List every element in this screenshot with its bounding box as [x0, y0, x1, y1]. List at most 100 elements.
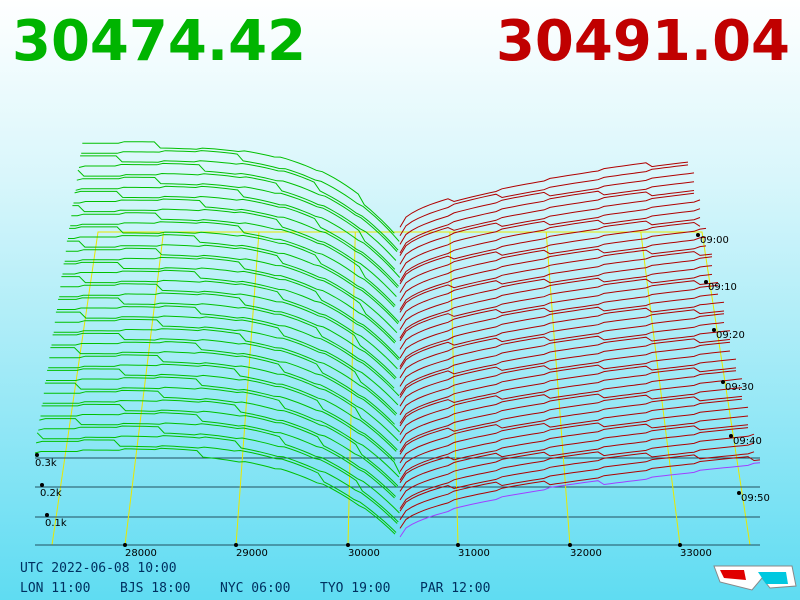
zone-clock: PAR 12:00 [420, 581, 490, 596]
time-label: 09:20 [716, 330, 745, 341]
ask-depth-layer [399, 456, 761, 529]
ask-depth-layer [399, 301, 725, 370]
ask-depth-layer [399, 322, 725, 396]
zone-clock: NYC 06:00 [220, 581, 290, 596]
ask-depth-layer [399, 451, 755, 521]
depth-label: 0.3k [35, 458, 57, 469]
bid-depth-layer [38, 425, 399, 523]
ask-depth-layer [399, 227, 707, 302]
bid-depth-layer [44, 382, 400, 478]
bid-depth-layer [58, 297, 395, 389]
tick-dot [40, 483, 44, 487]
bid-depth-layer [69, 226, 400, 323]
ask-depth-layer [399, 199, 701, 274]
ask-depth-layer [399, 217, 701, 285]
tick-dot [712, 328, 716, 332]
ask-depth-layer [399, 293, 719, 367]
tick-dot [704, 280, 708, 284]
bid-depth-layer [81, 150, 400, 242]
bid-depth-layer [50, 347, 399, 442]
ask-depth-layer [399, 208, 701, 282]
bid-depth-layer [39, 418, 400, 514]
price-label: 28000 [125, 548, 157, 559]
ask-price: 30491.04 [496, 9, 790, 74]
ask-depth-layer [399, 273, 713, 342]
bid-depth-layer [72, 205, 397, 297]
utc-clock: UTC 2022-06-08 10:00 [20, 561, 177, 576]
bid-depth-layer [64, 256, 396, 344]
ask-depth-layer [399, 192, 695, 265]
bid-depth-layer [75, 185, 401, 278]
bid-depth-layer [51, 341, 400, 433]
bid-depth-layer [48, 363, 397, 452]
zone-clock: BJS 18:00 [120, 581, 190, 596]
bid-depth-layer [49, 354, 398, 451]
tick-dot [696, 233, 700, 237]
zone-clock: TYO 19:00 [320, 581, 390, 596]
bid-depth-layer [62, 269, 399, 361]
bid-depth-layer [82, 141, 395, 234]
bid-depth-layer [71, 212, 396, 306]
ask-depth-layer [399, 245, 707, 313]
bid-depth-layer [65, 247, 397, 343]
glasses-icon [713, 565, 797, 591]
bid-depth-layer [78, 162, 398, 252]
bid-depth-layer [80, 155, 399, 251]
ask-depth-layer [399, 265, 713, 339]
bid-depth-layer [61, 276, 398, 370]
ask-depth-layer [399, 164, 689, 237]
ask-depth-layer [399, 161, 689, 228]
time-label: 09:00 [700, 235, 729, 246]
price-label: 31000 [458, 548, 490, 559]
tick-dot [35, 453, 39, 457]
bid-depth-layer [77, 169, 397, 261]
bid-depth-layer [73, 198, 398, 289]
tick-dot [346, 543, 350, 547]
ask-depth-layer [399, 284, 719, 359]
depth-layers [34, 141, 761, 538]
tick-dot [234, 543, 238, 547]
ask-depth-layer [399, 378, 743, 453]
bid-price: 30474.42 [12, 9, 306, 74]
ask-depth-layer [399, 367, 737, 435]
ask-depth-layer [399, 221, 701, 293]
ask-depth-layer [399, 256, 713, 330]
ask-depth-layer [399, 415, 749, 484]
bid-depth-layer [63, 261, 400, 359]
bid-depth-layer [47, 368, 396, 461]
ask-depth-layer [399, 181, 695, 254]
bid-depth-layer [36, 432, 398, 524]
ask-depth-layer [399, 433, 755, 509]
bid-depth-layer [40, 412, 395, 499]
zone-clock: LON 11:00 [20, 581, 90, 596]
price-grid-line [640, 231, 681, 546]
bid-depth-layer [54, 318, 398, 415]
bid-depth-layer [46, 376, 401, 475]
ask-depth-layer [399, 309, 725, 379]
ask-depth-layer [399, 387, 743, 455]
time-label: 09:50 [741, 493, 770, 504]
ask-depth-layer [399, 172, 695, 245]
bid-depth-layer [70, 221, 395, 308]
ask-depth-layer [399, 395, 743, 464]
bid-depth-layer [59, 292, 396, 380]
ask-depth-layer [399, 313, 725, 387]
bid-depth-layer [55, 311, 399, 406]
tick-dot [45, 513, 49, 517]
depth-label: 0.1k [45, 518, 67, 529]
time-label: 09:10 [708, 282, 737, 293]
ask-depth-layer [399, 341, 731, 416]
price-label: 33000 [680, 548, 712, 559]
bid-depth-layer [34, 447, 396, 535]
bid-depth-layer [53, 328, 397, 416]
bid-depth-layer [74, 190, 399, 287]
ask-depth-layer [399, 190, 695, 256]
time-label: 09:30 [725, 382, 754, 393]
ask-depth-layer [399, 350, 731, 424]
bid-depth-layer [42, 399, 398, 488]
ask-depth-layer [399, 358, 737, 427]
ask-depth-layer [399, 338, 731, 407]
ask-depth-layer [399, 280, 719, 350]
